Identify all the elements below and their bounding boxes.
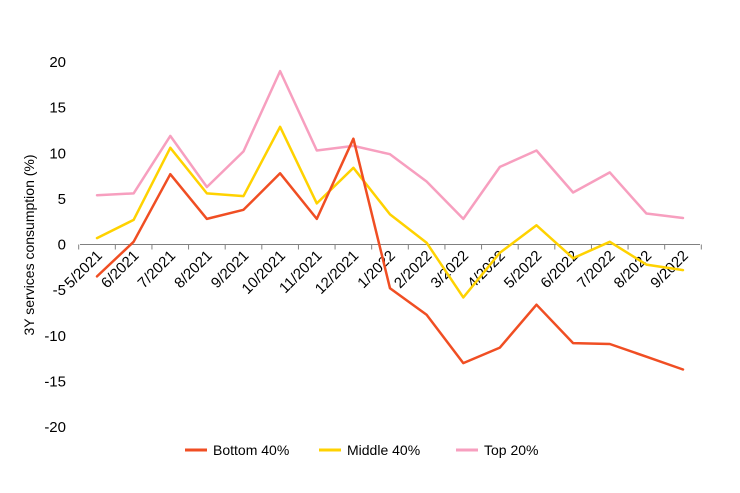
x-tick-label: 5/2022 xyxy=(501,247,545,291)
x-tick-label: 9/2022 xyxy=(647,247,691,291)
y-tick-label: 20 xyxy=(49,54,66,71)
legend-label: Top 20% xyxy=(484,442,538,458)
x-tick-label: 8/2021 xyxy=(171,247,215,291)
y-tick-label: 10 xyxy=(49,145,66,162)
legend-label: Bottom 40% xyxy=(213,442,289,458)
series-lines xyxy=(95,69,685,371)
y-axis-ticks: -20 -15 -10 -5 0 5 10 15 20 xyxy=(44,54,66,436)
y-tick-label: -10 xyxy=(44,328,66,345)
y-tick-label: -20 xyxy=(44,419,66,436)
x-tick-label: 6/2022 xyxy=(537,247,581,291)
x-tick-label: 2/2022 xyxy=(391,247,435,291)
legend-label: Middle 40% xyxy=(347,442,420,458)
y-tick-label: 5 xyxy=(58,191,66,208)
x-tick-label: 8/2022 xyxy=(611,247,655,291)
legend: Bottom 40% Middle 40% Top 20% xyxy=(185,442,538,458)
y-tick-label: -15 xyxy=(44,373,66,390)
y-axis-title: 3Y services consumption (%) xyxy=(21,154,37,335)
series-line-bottom-40 xyxy=(95,137,685,371)
y-tick-label: -5 xyxy=(53,282,66,299)
series-line-middle-40 xyxy=(95,125,685,299)
y-tick-label: 15 xyxy=(49,100,66,117)
series-line-top-20 xyxy=(95,69,685,221)
x-tick-label: 7/2021 xyxy=(135,247,179,291)
x-tick-label: 1/2022 xyxy=(354,247,398,291)
x-tick-label: 5/2021 xyxy=(61,247,105,291)
y-tick-label: 0 xyxy=(58,237,66,254)
